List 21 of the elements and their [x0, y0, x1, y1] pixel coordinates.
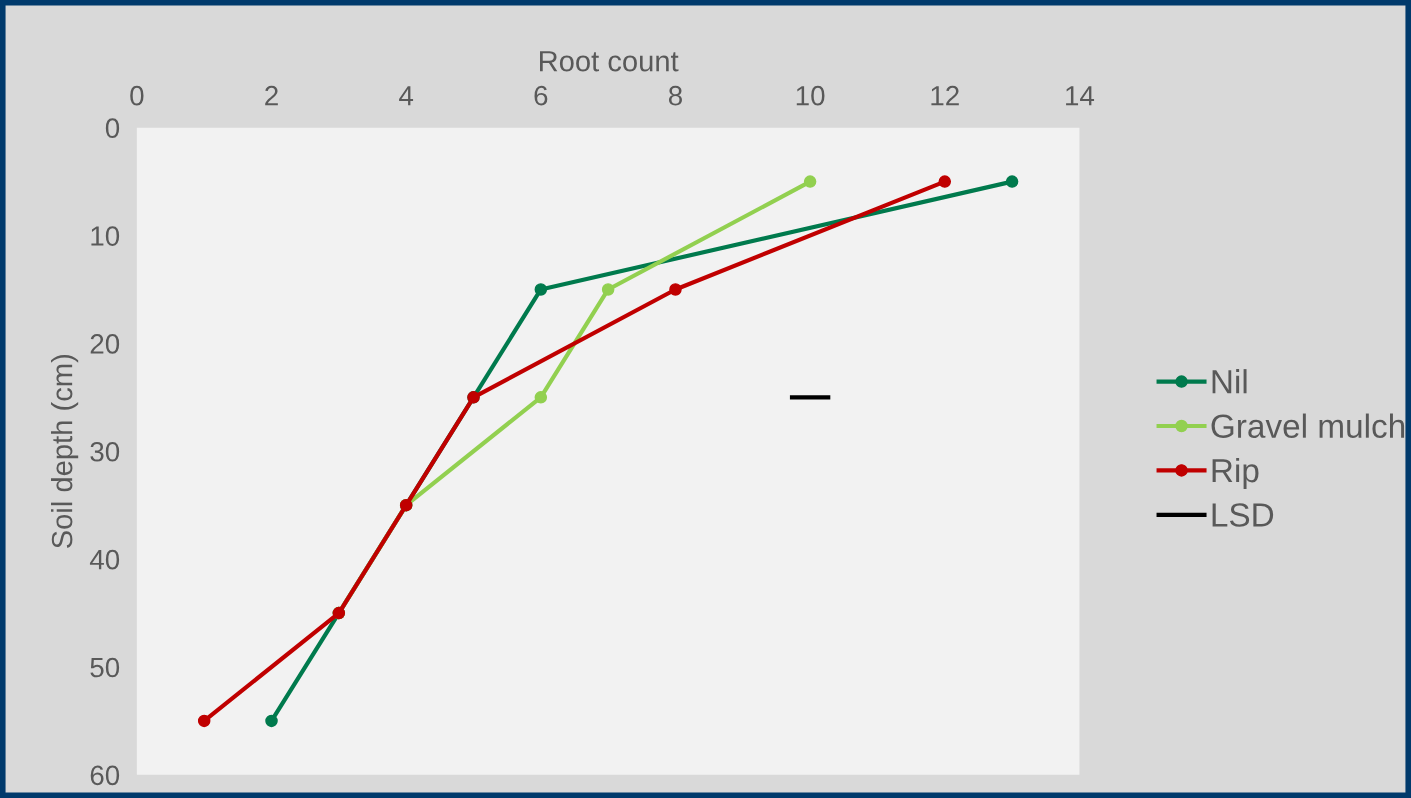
x-tick-label: 10 [796, 85, 825, 106]
legend-label: LSD [1212, 503, 1274, 527]
x-tick-label: 12 [931, 85, 959, 106]
y-tick-label: 60 [90, 765, 120, 786]
legend-label: Rip [1212, 457, 1259, 490]
x-tick-label: 14 [1066, 86, 1095, 106]
y-tick-label: 10 [91, 226, 120, 246]
y-tick-label: 30 [90, 441, 120, 462]
x-tick-label: 6 [534, 85, 548, 106]
y-tick-label: 20 [90, 334, 120, 354]
legend-label: Nil [1212, 369, 1247, 394]
y-axis-title: Soil depth (cm) [51, 355, 79, 548]
x-tick-label: 8 [668, 85, 682, 106]
x-axis-title: Root count [540, 51, 679, 72]
y-tick-label: 0 [105, 118, 120, 139]
x-tick-label: 2 [265, 85, 278, 106]
y-tick-label: 40 [89, 549, 120, 570]
legend-label: Gravel mulch [1211, 413, 1405, 439]
x-tick-label: 0 [130, 85, 144, 106]
x-tick-label: 4 [399, 86, 414, 106]
y-tick-label: 50 [90, 657, 120, 678]
